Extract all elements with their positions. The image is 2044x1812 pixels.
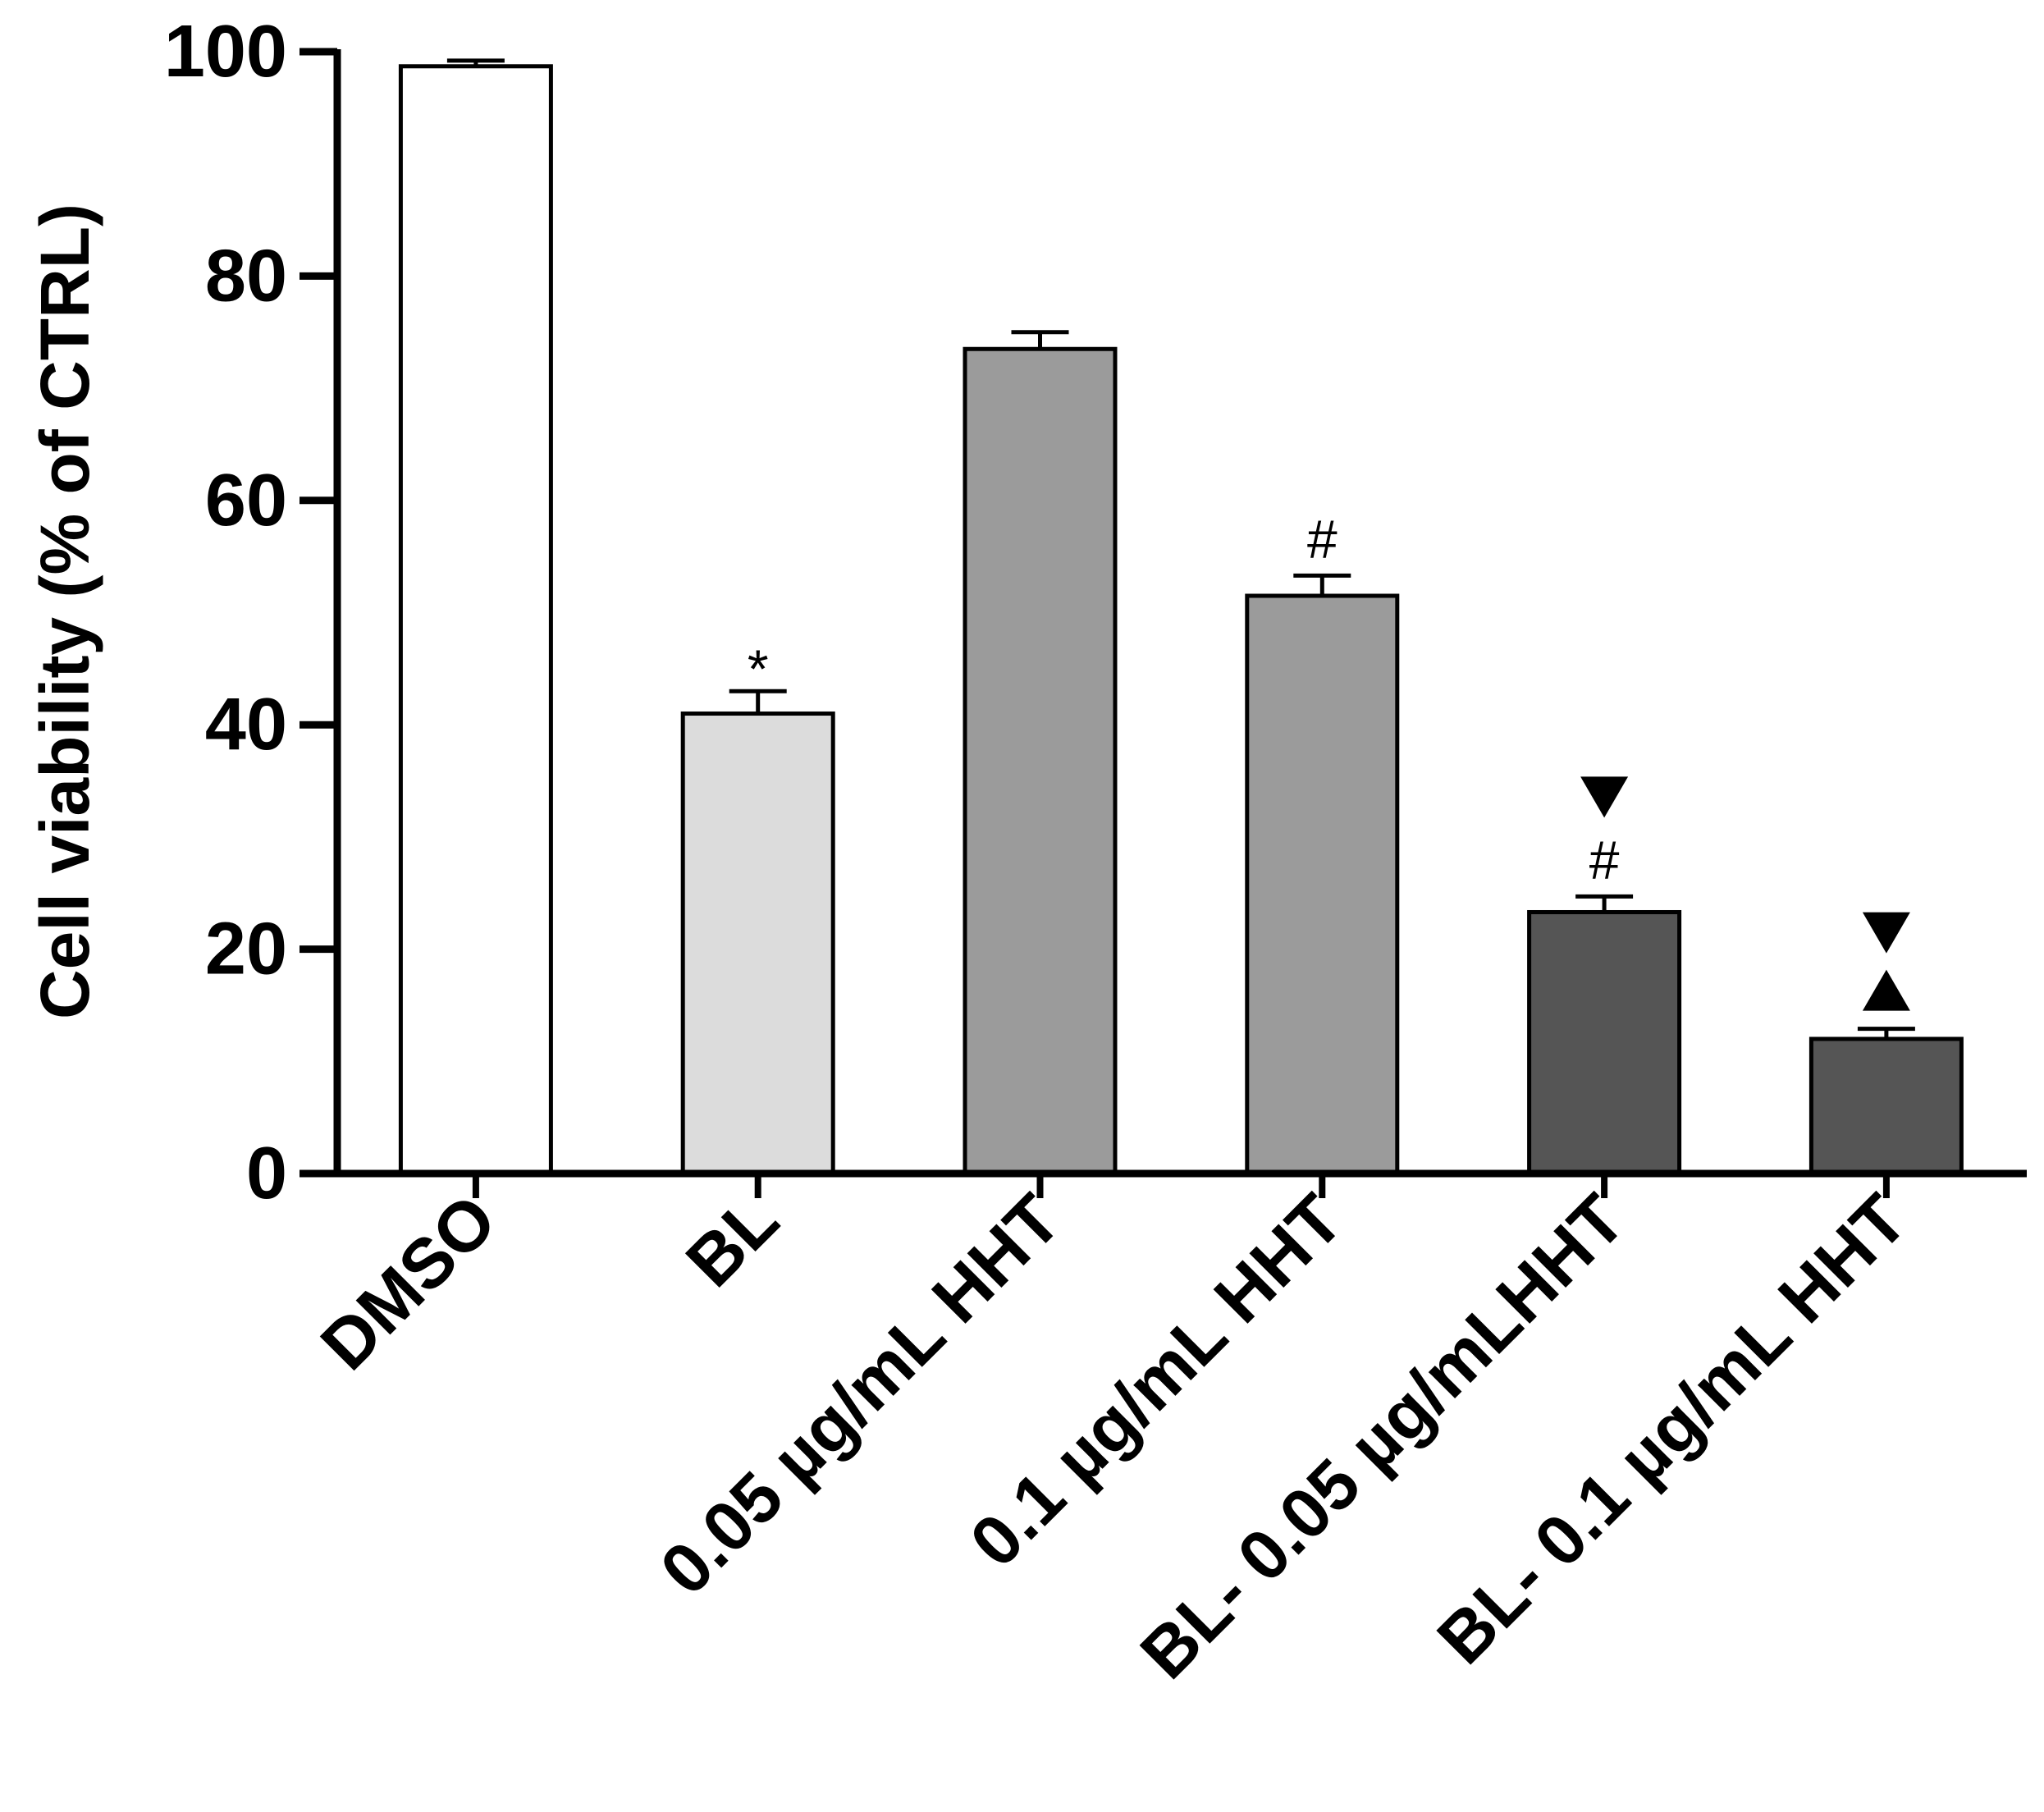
bars-layer	[398, 64, 1964, 1176]
bar	[398, 64, 553, 1176]
y-tick-label: 40	[205, 684, 287, 766]
y-tick-label: 0	[246, 1132, 287, 1215]
hash-significance-marker: #	[1589, 829, 1620, 890]
bar	[1809, 1036, 1964, 1176]
y-axis-title: Cell viability (% of CTRL)	[26, 204, 103, 1019]
x-tick-label: BL- 0.1 µg/mL HHT	[1423, 1180, 1923, 1680]
bar	[680, 712, 835, 1176]
x-tick-label: DMSO	[306, 1180, 511, 1385]
annotations-layer: * # #	[748, 508, 1910, 1011]
y-tick-label: 100	[164, 11, 287, 93]
bar	[963, 346, 1118, 1176]
x-tick-label: BL- 0.05 µg/mLHHT	[1126, 1180, 1640, 1695]
y-tick-label: 80	[205, 235, 287, 317]
down-triangle-marker-icon	[1580, 776, 1629, 818]
down-triangle-marker-icon	[1862, 912, 1910, 954]
y-tick-label: 60	[205, 460, 287, 542]
y-ticks: 0 20 40 60 80 100	[164, 11, 337, 1215]
hash-significance-marker: #	[1307, 508, 1338, 569]
error-bars-layer	[446, 58, 1915, 1039]
x-tick-label: BL	[671, 1180, 793, 1302]
bar	[1527, 909, 1682, 1176]
bar	[1245, 593, 1400, 1176]
up-triangle-marker-icon	[1862, 969, 1910, 1011]
y-tick-label: 20	[205, 908, 287, 991]
asterisk-significance-marker: *	[748, 638, 769, 699]
